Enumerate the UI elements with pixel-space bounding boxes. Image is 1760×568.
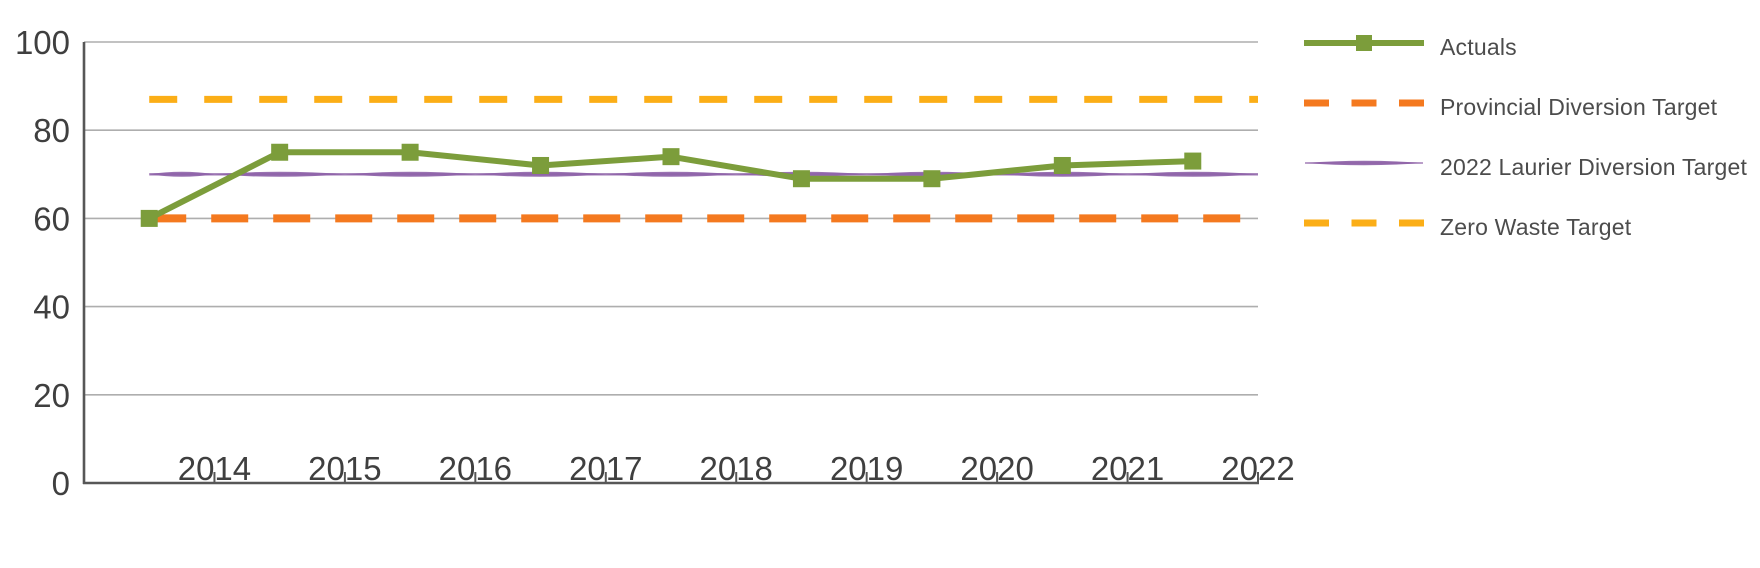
actuals-marker bbox=[662, 148, 680, 166]
laurier-target-stroke bbox=[605, 171, 737, 177]
provincial-target-swatch-icon bbox=[1304, 99, 1424, 107]
legend-swatch-shape bbox=[1356, 35, 1372, 51]
legend-label-laurier-target: 2022 Laurier Diversion Target bbox=[1440, 154, 1748, 180]
x-axis-label: 2015 bbox=[308, 450, 381, 487]
laurier-target-stroke bbox=[1127, 171, 1258, 177]
laurier-target-swatch-icon bbox=[1305, 160, 1423, 166]
actuals-marker bbox=[792, 170, 810, 188]
actuals-marker bbox=[1184, 152, 1202, 170]
legend-label-provincial-target: Provincial Diversion Target bbox=[1440, 94, 1718, 120]
legend-label-actuals: Actuals bbox=[1440, 34, 1517, 60]
laurier-target-stroke bbox=[475, 171, 606, 177]
actuals-marker bbox=[140, 209, 158, 227]
y-axis-label: 40 bbox=[33, 289, 70, 326]
x-axis-label: 2020 bbox=[960, 450, 1033, 487]
actuals-swatch-icon bbox=[1304, 35, 1424, 51]
y-axis-label: 60 bbox=[33, 200, 70, 237]
legend-item-zero-waste-target: Zero Waste Target bbox=[1303, 206, 1747, 242]
legend-item-provincial-target: Provincial Diversion Target bbox=[1303, 86, 1747, 122]
x-axis-label: 2014 bbox=[178, 450, 251, 487]
x-axis-label: 2021 bbox=[1091, 450, 1164, 487]
legend-label-zero-waste-target: Zero Waste Target bbox=[1440, 214, 1632, 240]
actuals-marker bbox=[401, 143, 419, 161]
laurier-target-stroke bbox=[149, 171, 215, 177]
legend-item-laurier-target: 2022 Laurier Diversion Target bbox=[1303, 146, 1747, 182]
x-axis-label: 2018 bbox=[700, 450, 773, 487]
y-axis-label: 20 bbox=[33, 377, 70, 414]
laurier-target-stroke bbox=[997, 171, 1128, 177]
actuals-marker bbox=[1053, 156, 1071, 174]
actuals-marker bbox=[271, 143, 289, 161]
chart-legend: Actuals Provincial Diversion Target 2022… bbox=[1303, 26, 1747, 266]
zero-waste-target-swatch-icon bbox=[1304, 219, 1424, 227]
y-axis-label: 80 bbox=[33, 112, 70, 149]
actuals-marker bbox=[532, 156, 550, 174]
y-axis-label: 0 bbox=[52, 465, 70, 502]
x-axis-label: 2016 bbox=[439, 450, 512, 487]
laurier-target-stroke bbox=[344, 171, 476, 177]
laurier-target-stroke bbox=[214, 171, 345, 177]
legend-item-actuals: Actuals bbox=[1303, 26, 1747, 62]
x-axis-label: 2019 bbox=[830, 450, 903, 487]
actuals-marker bbox=[923, 170, 941, 188]
x-axis-label: 2017 bbox=[569, 450, 642, 487]
x-axis-label: 2022 bbox=[1221, 450, 1294, 487]
y-axis-label: 100 bbox=[15, 24, 70, 61]
